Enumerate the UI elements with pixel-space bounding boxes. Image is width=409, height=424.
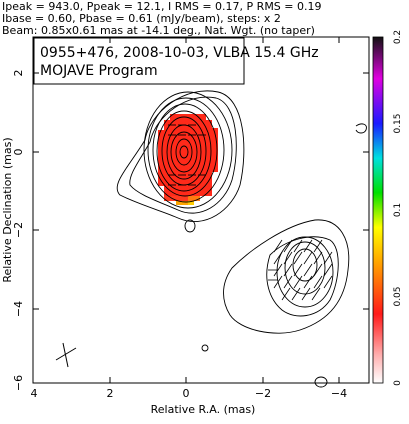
colorbar-ticks: 0 0.05 0.1 0.15 0.2	[393, 30, 403, 386]
core-contour-4	[147, 97, 225, 203]
y-tick-label: −2	[12, 222, 25, 238]
core-contour-10	[175, 138, 193, 166]
edge-small-blob	[355, 123, 367, 134]
x-axis-label: Relative R.A. (mas)	[151, 403, 256, 416]
secondary-small-blob-2	[314, 376, 328, 388]
colorbar-tick-label: 0	[393, 380, 403, 386]
secondary-contour-4	[284, 241, 326, 295]
y-tick-label: 2	[12, 70, 25, 77]
x-tick-label: 4	[31, 387, 38, 400]
colorbar-tick-label: 0.05	[393, 286, 403, 306]
y-tick-label: −4	[12, 301, 25, 317]
core-contour-11	[179, 145, 189, 159]
x-tick-label: 2	[107, 387, 114, 400]
x-tick-label: 0	[183, 387, 190, 400]
plot-frame	[32, 36, 370, 384]
title-source-line: 0955+476, 2008-10-03, VLBA 15.4 GHz	[40, 45, 319, 61]
colorbar-tick-label: 0.15	[393, 113, 403, 133]
core-contour-3	[143, 91, 233, 209]
secondary-contour-outer	[223, 219, 350, 334]
y-tick-label: −6	[12, 375, 25, 391]
core-small-blob	[184, 219, 196, 233]
y-axis-label: Relative Declination (mas)	[1, 137, 14, 282]
colorbar-tick-label: 0.2	[393, 30, 403, 44]
core-contour-9	[170, 131, 198, 173]
title-box	[33, 37, 245, 85]
colorbar	[372, 36, 384, 384]
secondary-polarization-ticks	[268, 239, 333, 301]
secondary-small-blob-1	[201, 344, 209, 352]
x-tick-label: −4	[331, 387, 347, 400]
core-contour-5	[152, 103, 218, 197]
x-axis-ticks: 4 2 0 −2 −4	[31, 37, 347, 400]
header-line-base: Ibase = 0.60, Pbase = 0.61 (mJy/beam), s…	[2, 12, 281, 25]
core-polarization-ticks	[168, 124, 206, 186]
secondary-contour-2	[266, 236, 339, 317]
x-tick-label: −2	[255, 387, 271, 400]
secondary-contour-5	[292, 248, 318, 282]
colorbar-tick-label: 0.1	[393, 203, 403, 217]
y-tick-label: 0	[12, 149, 25, 156]
y-axis-ticks: 2 0 −2 −4 −6	[12, 70, 369, 391]
title-program-line: MOJAVE Program	[40, 63, 158, 79]
beam-marker	[55, 342, 77, 368]
core-contour-outer	[116, 90, 245, 223]
core-contours	[116, 90, 245, 233]
core-contour-2	[129, 96, 237, 214]
header-line-peak: Ipeak = 943.0, Ppeak = 12.1, I RMS = 0.1…	[2, 0, 322, 13]
header-line-beam: Beam: 0.85x0.61 mas at -14.1 deg., Nat. …	[2, 24, 315, 37]
core-contour-6	[156, 110, 212, 192]
